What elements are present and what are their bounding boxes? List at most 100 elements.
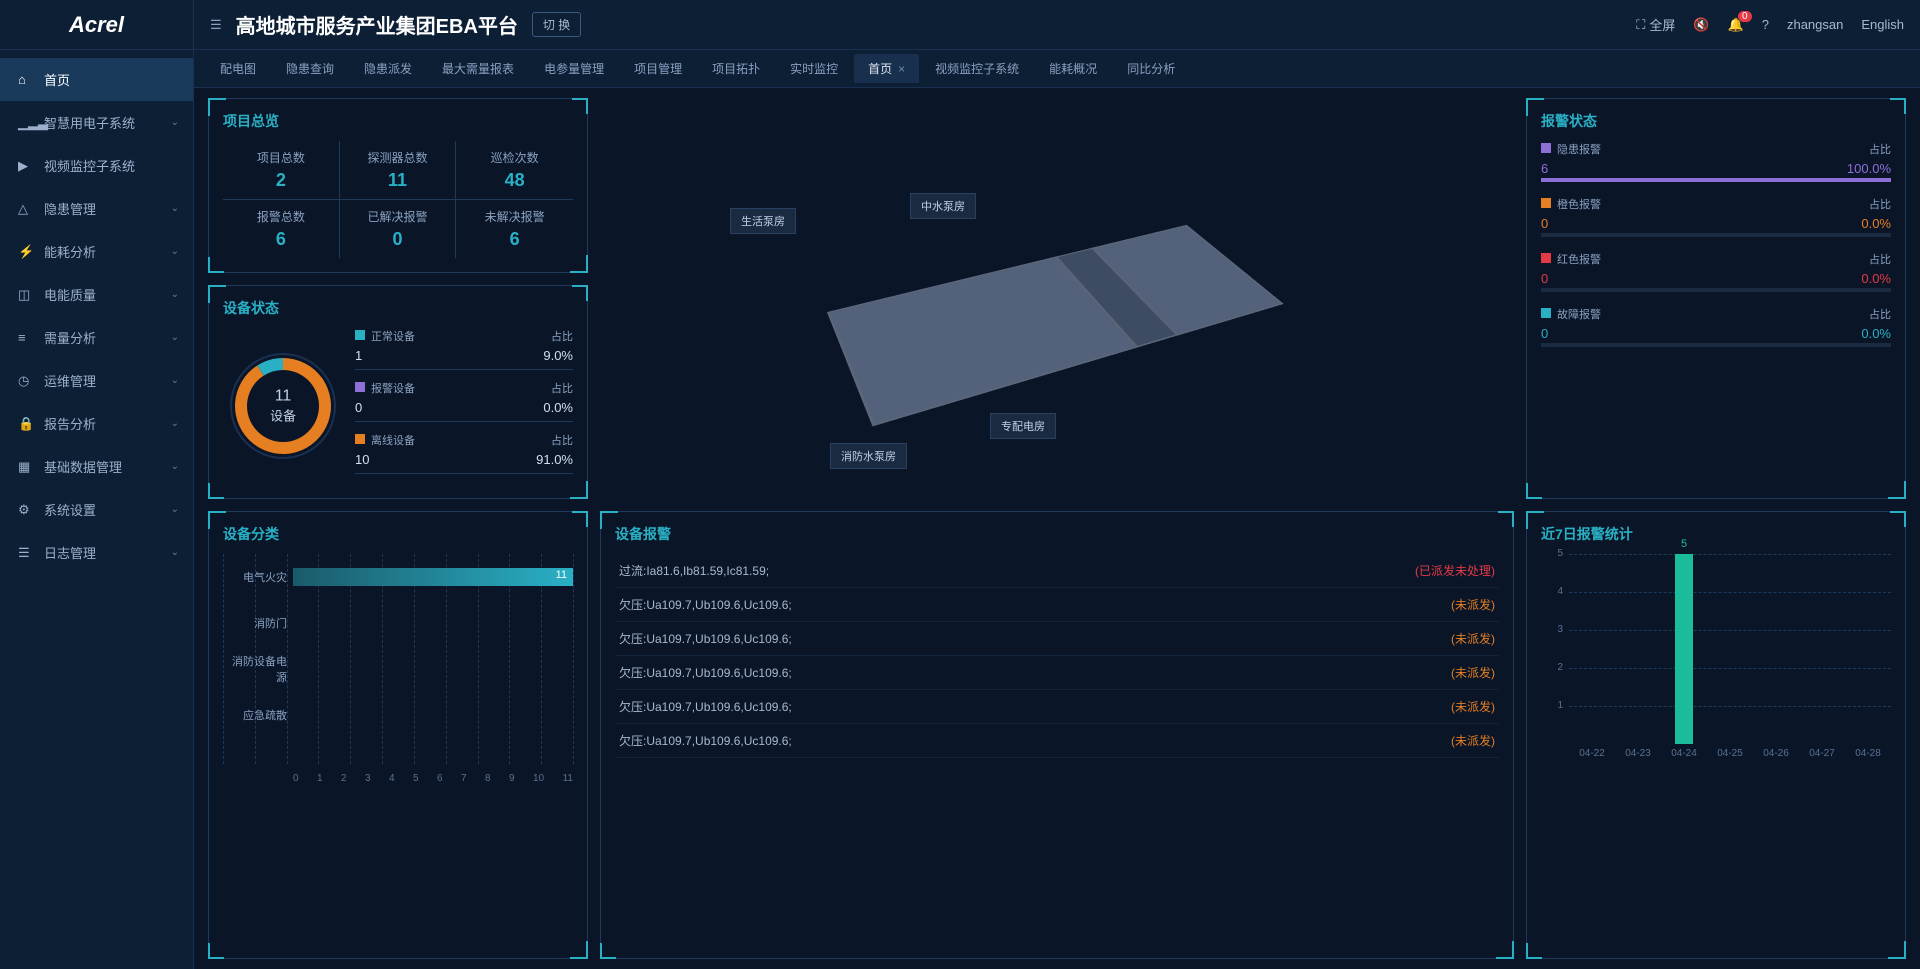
- volume-icon[interactable]: 🔇: [1693, 17, 1709, 33]
- sidebar-label: 系统设置: [44, 500, 96, 519]
- sidebar-item-2[interactable]: ▶ 视频监控子系统: [0, 144, 193, 187]
- overview-title: 项目总览: [223, 111, 573, 131]
- alarm-row[interactable]: 欠压:Ua109.7,Ub109.6,Uc109.6;(未派发): [615, 622, 1499, 656]
- overview-cell: 巡检次数48: [456, 141, 573, 200]
- data-icon: ▦: [18, 459, 34, 475]
- sidebar-label: 视频监控子系统: [44, 156, 135, 175]
- device-class-row: 消防设备电源: [293, 646, 573, 692]
- chevron-down-icon: ⌄: [171, 117, 179, 128]
- tab-10[interactable]: 能耗概况: [1035, 54, 1111, 83]
- user-name[interactable]: zhangsan: [1787, 17, 1843, 32]
- sidebar-item-9[interactable]: ▦ 基础数据管理 ⌄: [0, 445, 193, 488]
- chart7-title: 近7日报警统计: [1541, 524, 1891, 544]
- tab-2[interactable]: 隐患派发: [350, 54, 426, 83]
- chart-icon: ▁▂▃: [18, 115, 34, 131]
- overview-cell: 未解决报警6: [456, 200, 573, 258]
- overview-cell: 报警总数6: [223, 200, 340, 258]
- device-status-row: 报警设备占比00.0%: [355, 380, 573, 422]
- chevron-down-icon: ⌄: [171, 375, 179, 386]
- sidebar-item-5[interactable]: ◫电能质量⌄: [0, 273, 193, 316]
- energy-icon: ⚡: [18, 244, 34, 260]
- alarm-state-row: 故障报警占比00.0%: [1541, 306, 1891, 347]
- fullscreen-button[interactable]: ⛶ 全屏: [1636, 15, 1675, 34]
- sidebar: Acrel ⌂ 首页 ▁▂▃ 智慧用电子系统 ⌄ ▶ 视频监控子系统 △ 隐患管理 ⌄ ⚡ 能耗分析 ⌄…: [0, 0, 194, 969]
- alarm-row[interactable]: 过流:Ia81.6,Ib81.59,Ic81.59;(已派发未处理): [615, 554, 1499, 588]
- map-label[interactable]: 生活泵房: [730, 208, 796, 234]
- home-icon: ⌂: [18, 72, 34, 87]
- map-label[interactable]: 中水泵房: [910, 193, 976, 219]
- tab-5[interactable]: 项目管理: [620, 54, 696, 83]
- tab-11[interactable]: 同比分析: [1113, 54, 1189, 83]
- tab-6[interactable]: 项目拓扑: [698, 54, 774, 83]
- chevron-down-icon: ⌄: [171, 461, 179, 472]
- device-status-title: 设备状态: [223, 298, 573, 318]
- alarm-row[interactable]: 欠压:Ua109.7,Ub109.6,Uc109.6;(未派发): [615, 690, 1499, 724]
- device-class-title: 设备分类: [223, 524, 573, 544]
- tab-bar: 配电图隐患查询隐患派发最大需量报表电参量管理项目管理项目拓扑实时监控首页×视频监…: [194, 50, 1920, 88]
- chevron-down-icon: ⌄: [171, 203, 179, 214]
- device-alarm-title: 设备报警: [615, 524, 1499, 544]
- alarm-row[interactable]: 欠压:Ua109.7,Ub109.6,Uc109.6;(未派发): [615, 724, 1499, 758]
- device-class-row: 电气火灾11: [293, 554, 573, 600]
- panel-device-class: 设备分类 电气火灾11消防门消防设备电源应急疏散01234567891011: [208, 511, 588, 959]
- notification-bell-icon[interactable]: 🔔0: [1728, 17, 1744, 33]
- power-icon: ◫: [18, 287, 34, 303]
- tab-7[interactable]: 实时监控: [776, 54, 852, 83]
- ops-icon: ◷: [18, 373, 34, 389]
- sidebar-label: 日志管理: [44, 543, 96, 562]
- alarm-row[interactable]: 欠压:Ua109.7,Ub109.6,Uc109.6;(未派发): [615, 656, 1499, 690]
- chevron-down-icon: ⌄: [171, 504, 179, 515]
- sidebar-label: 基础数据管理: [44, 457, 122, 476]
- switch-button[interactable]: 切 换: [532, 12, 581, 37]
- help-icon[interactable]: ?: [1762, 17, 1769, 32]
- panel-device-alarm: 设备报警 过流:Ia81.6,Ib81.59,Ic81.59;(已派发未处理)欠…: [600, 511, 1514, 959]
- sidebar-item-1[interactable]: ▁▂▃ 智慧用电子系统 ⌄: [0, 101, 193, 144]
- sidebar-item-3[interactable]: △ 隐患管理 ⌄: [0, 187, 193, 230]
- sidebar-item-7[interactable]: ◷ 运维管理 ⌄: [0, 359, 193, 402]
- topbar: ☰ 高地城市服务产业集团EBA平台 切 换 ⛶ 全屏 🔇 🔔0 ? zhangs…: [194, 0, 1920, 50]
- demand-icon: ≡: [18, 330, 34, 345]
- close-icon[interactable]: ×: [898, 62, 905, 76]
- brand-logo: Acrel: [0, 0, 193, 50]
- sidebar-item-11[interactable]: ☰日志管理⌄: [0, 531, 193, 574]
- chevron-down-icon: ⌄: [171, 547, 179, 558]
- alarm-row[interactable]: 欠压:Ua109.7,Ub109.6,Uc109.6;(未派发): [615, 588, 1499, 622]
- sidebar-label: 首页: [44, 70, 70, 89]
- device-status-row: 离线设备占比1091.0%: [355, 432, 573, 474]
- overview-cell: 探测器总数11: [340, 141, 457, 200]
- device-class-row: 应急疏散: [293, 692, 573, 738]
- panel-7day-chart: 近7日报警统计 123455 04-2204-2304-2404-2504-26…: [1526, 511, 1906, 959]
- device-status-row: 正常设备占比19.0%: [355, 328, 573, 370]
- menu-toggle-icon[interactable]: ☰: [210, 17, 222, 33]
- chevron-down-icon: ⌄: [171, 332, 179, 343]
- tab-1[interactable]: 隐患查询: [272, 54, 348, 83]
- sidebar-item-8[interactable]: 🔒报告分析⌄: [0, 402, 193, 445]
- sidebar-label: 运维管理: [44, 371, 96, 390]
- chart-bar: 5: [1675, 554, 1693, 744]
- sidebar-item-10[interactable]: ⚙ 系统设置 ⌄: [0, 488, 193, 531]
- sidebar-item-4[interactable]: ⚡能耗分析⌄: [0, 230, 193, 273]
- tab-3[interactable]: 最大需量报表: [428, 54, 528, 83]
- video-icon: ▶: [18, 158, 34, 174]
- sidebar-label: 隐患管理: [44, 199, 96, 218]
- map-label[interactable]: 消防水泵房: [830, 443, 907, 469]
- language-switch[interactable]: English: [1861, 17, 1904, 32]
- sidebar-label: 报告分析: [44, 414, 96, 433]
- building-model[interactable]: 生活泵房 中水泵房消防水泵房 专配电房: [600, 98, 1514, 499]
- tab-8[interactable]: 首页×: [854, 54, 919, 83]
- settings-icon: ⚙: [18, 502, 34, 518]
- device-class-row: 消防门: [293, 600, 573, 646]
- overview-cell: 已解决报警0: [340, 200, 457, 258]
- sidebar-item-0[interactable]: ⌂ 首页: [0, 58, 193, 101]
- warn-icon: △: [18, 201, 34, 217]
- device-status-donut: 11设备: [223, 346, 343, 466]
- tab-4[interactable]: 电参量管理: [530, 54, 618, 83]
- tab-0[interactable]: 配电图: [206, 54, 270, 83]
- sidebar-label: 智慧用电子系统: [44, 113, 135, 132]
- sidebar-item-6[interactable]: ≡需量分析⌄: [0, 316, 193, 359]
- map-label[interactable]: 专配电房: [990, 413, 1056, 439]
- panel-overview: 项目总览 项目总数2探测器总数11巡检次数48报警总数6已解决报警0未解决报警6: [208, 98, 588, 273]
- sidebar-label: 能耗分析: [44, 242, 96, 261]
- tab-9[interactable]: 视频监控子系统: [921, 54, 1033, 83]
- alarm-state-row: 橙色报警占比00.0%: [1541, 196, 1891, 237]
